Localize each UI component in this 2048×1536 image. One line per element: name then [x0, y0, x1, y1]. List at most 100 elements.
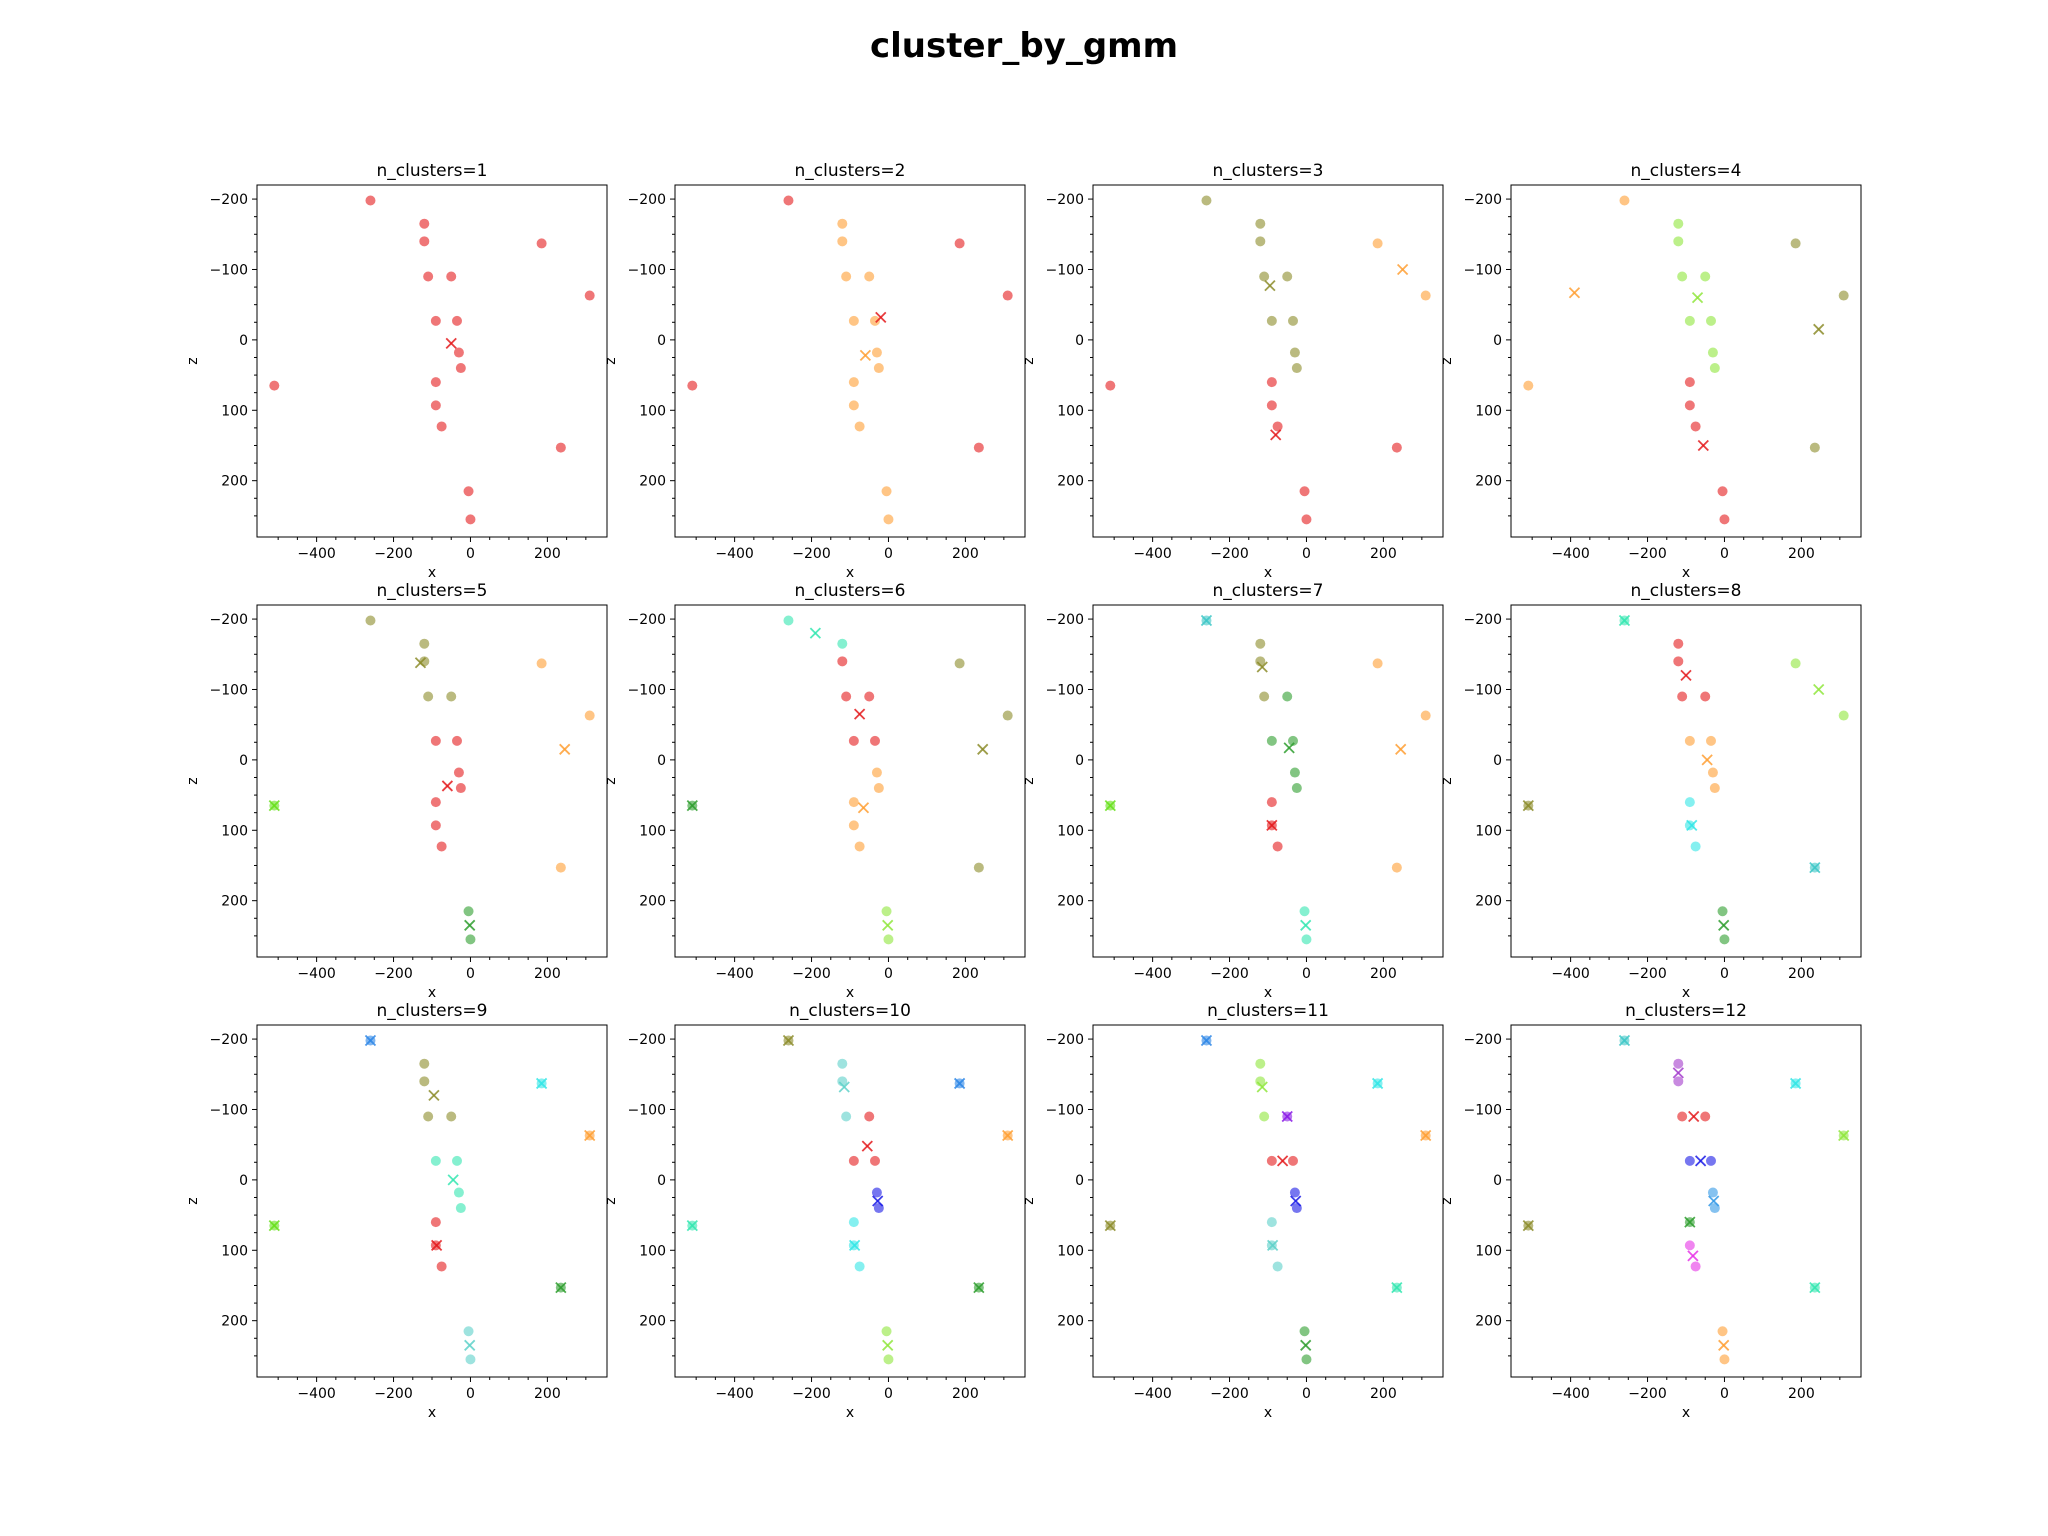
y-tick-label: −100 — [1464, 1102, 1502, 1118]
x-tick-label: −200 — [1210, 546, 1248, 562]
cluster-center-marker — [1256, 1081, 1268, 1093]
cluster-center-marker — [1687, 1250, 1699, 1262]
y-tick-label: 200 — [221, 474, 248, 490]
data-point — [536, 238, 547, 249]
x-tick-label: 200 — [1370, 1386, 1397, 1402]
data-point — [1299, 486, 1310, 497]
axes-frame — [1092, 1024, 1444, 1378]
y-tick-label: 200 — [639, 894, 666, 910]
data-point — [883, 514, 894, 525]
y-tick-label: −200 — [628, 192, 666, 208]
x-tick-label: −400 — [1133, 546, 1171, 562]
data-point — [1289, 347, 1300, 358]
axes-frame — [1092, 184, 1444, 538]
subplot-9: n_clusters=9 −400 −200 0 200 −200 −100 0 100 200 x… — [185, 1001, 608, 1421]
axes-frame — [256, 604, 608, 958]
x-tick-label: −200 — [374, 546, 412, 562]
axes-frame — [1510, 184, 1862, 538]
data-point — [1272, 421, 1283, 432]
y-tick-label: 100 — [1057, 1243, 1084, 1259]
subplot-3: n_clusters=3 −400 −200 0 200 −200 −100 0 100 200 x… — [1021, 161, 1444, 581]
cluster-center-marker — [686, 800, 698, 812]
data-point — [1266, 735, 1277, 746]
x-tick-label: 200 — [952, 966, 979, 982]
y-axis-label: z — [1439, 1197, 1455, 1204]
data-point — [455, 783, 466, 794]
data-point — [419, 236, 430, 247]
data-point — [463, 906, 474, 917]
x-tick-label: 0 — [466, 546, 475, 562]
y-tick-label: 0 — [1075, 1173, 1084, 1189]
y-tick-label: 100 — [639, 823, 666, 839]
subplot-title: n_clusters=5 — [376, 581, 487, 601]
cluster-center-marker — [1680, 669, 1692, 682]
data-point — [1700, 271, 1711, 282]
data-point — [1717, 486, 1728, 497]
cluster-center-marker — [1697, 439, 1709, 452]
axes-frame — [1092, 604, 1444, 958]
data-point — [452, 315, 462, 326]
data-point — [1255, 1076, 1266, 1087]
x-tick-label: −200 — [792, 966, 830, 982]
data-point — [1717, 1326, 1728, 1337]
y-tick-label: −100 — [628, 262, 666, 278]
data-point — [419, 1076, 430, 1087]
data-point — [841, 271, 852, 282]
cluster-center-marker — [1002, 1129, 1014, 1142]
cluster-center-marker — [1618, 614, 1631, 627]
x-tick-label: 0 — [466, 1386, 475, 1402]
data-point — [463, 1326, 474, 1337]
data-point — [837, 656, 848, 667]
y-axis-label: z — [1439, 357, 1455, 364]
cluster-center-marker — [686, 1220, 698, 1232]
x-tick-label: 0 — [884, 1386, 893, 1402]
cluster-center-marker — [1283, 742, 1295, 754]
y-axis-label: z — [185, 357, 201, 364]
x-axis-label: x — [1264, 565, 1272, 581]
y-tick-label: 200 — [221, 894, 248, 910]
data-point — [430, 797, 441, 808]
y-axis-label: z — [603, 777, 619, 784]
y-tick-label: 200 — [1057, 894, 1084, 910]
cluster-center-marker — [872, 1195, 884, 1207]
x-tick-label: −400 — [1551, 546, 1589, 562]
subplot-8: n_clusters=8 −400 −200 0 200 −200 −100 0 100 200 x… — [1439, 581, 1862, 1001]
data-point — [419, 1058, 430, 1069]
data-point — [1291, 363, 1302, 374]
data-point — [1002, 290, 1013, 301]
data-point — [1673, 1076, 1684, 1087]
cluster-center-marker — [1290, 1195, 1302, 1207]
y-tick-label: 0 — [1493, 1173, 1502, 1189]
y-axis-label: z — [1021, 777, 1037, 784]
data-point — [848, 820, 859, 831]
data-point — [973, 862, 984, 873]
y-tick-label: −200 — [210, 612, 248, 628]
y-tick-label: 100 — [221, 823, 248, 839]
x-tick-label: −400 — [715, 1386, 753, 1402]
data-point — [837, 1058, 848, 1069]
x-tick-label: 0 — [1720, 546, 1729, 562]
y-tick-label: −100 — [628, 1102, 666, 1118]
cluster-center-marker — [1809, 861, 1821, 874]
data-point — [837, 1076, 848, 1087]
cluster-center-marker — [977, 743, 989, 755]
data-point — [1619, 195, 1630, 206]
subplot-title: n_clusters=12 — [1625, 1001, 1747, 1021]
cluster-center-marker — [1672, 1067, 1684, 1079]
data-point — [1266, 315, 1277, 326]
data-point — [1719, 514, 1730, 525]
x-tick-label: −200 — [1628, 546, 1666, 562]
data-point — [465, 514, 476, 525]
x-tick-label: −200 — [1210, 966, 1248, 982]
x-tick-label: 200 — [952, 1386, 979, 1402]
x-tick-label: 0 — [1302, 1386, 1311, 1402]
data-point — [1707, 1187, 1718, 1198]
x-tick-label: −400 — [715, 546, 753, 562]
y-tick-label: 200 — [639, 474, 666, 490]
data-point — [1707, 767, 1718, 778]
data-point — [1288, 315, 1298, 326]
subplot-grid: n_clusters=1 −400 −200 0 200 −200 −100 0 100 200 x… — [185, 161, 1862, 1421]
cluster-center-marker — [1395, 743, 1407, 755]
data-point — [463, 486, 474, 497]
x-tick-label: 200 — [1370, 966, 1397, 982]
